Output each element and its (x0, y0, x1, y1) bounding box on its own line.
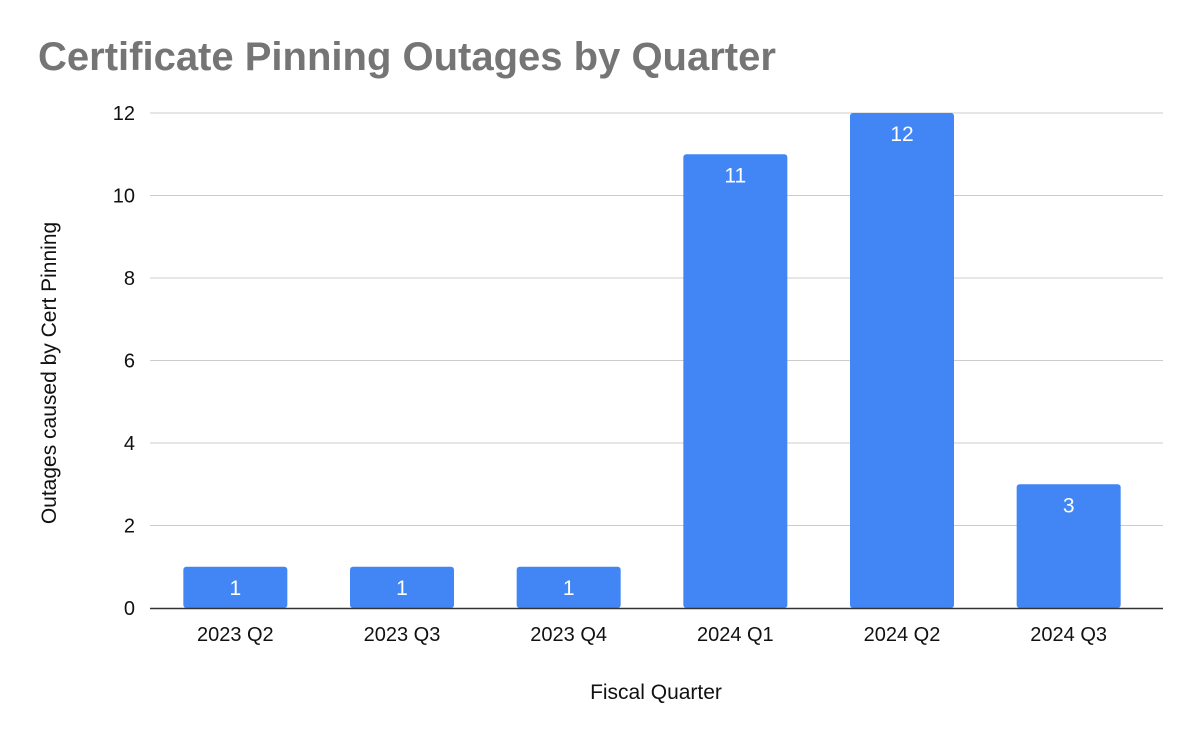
y-tick-label: 4 (124, 433, 135, 455)
y-tick-label: 12 (113, 103, 135, 125)
data-label: 1 (396, 577, 408, 600)
bar-2024-q2 (850, 113, 954, 608)
data-label: 3 (1063, 494, 1075, 517)
x-tick-label: 2023 Q3 (364, 624, 441, 646)
gridlines (150, 112, 1163, 526)
x-axis-ticks: 2023 Q2 2023 Q3 2023 Q4 2024 Q1 2024 Q2 2024 … (197, 624, 1107, 646)
y-tick-label: 6 (124, 351, 135, 373)
bar-2023-q4 (516, 566, 621, 608)
bar-2024-q3 (1016, 484, 1121, 608)
x-tick-label: 2023 Q2 (197, 624, 274, 646)
bar-2024-q1 (683, 154, 788, 608)
x-axis-title: Fiscal Quarter (590, 681, 722, 704)
y-tick-label: 8 (124, 268, 135, 290)
data-label: 12 (890, 123, 913, 146)
data-label: 1 (229, 577, 241, 600)
y-tick-label: 2 (124, 516, 135, 538)
y-tick-label: 0 (124, 598, 135, 620)
data-label: 1 (563, 577, 575, 600)
chart-title: Certificate Pinning Outages by Quarter (38, 35, 776, 79)
bar-2023-q3 (350, 566, 454, 608)
y-tick-label: 10 (113, 186, 135, 208)
x-tick-label: 2024 Q1 (697, 624, 774, 646)
y-axis-title: Outages caused by Cert Pinning (38, 222, 61, 524)
x-tick-label: 2024 Q2 (864, 624, 941, 646)
x-tick-label: 2024 Q3 (1030, 624, 1107, 646)
x-tick-label: 2023 Q4 (530, 624, 607, 646)
data-label: 11 (724, 164, 746, 187)
y-axis-ticks: 0 2 4 6 8 10 12 (113, 103, 135, 620)
bar-2023-q2 (183, 566, 288, 608)
bars (183, 113, 1121, 608)
